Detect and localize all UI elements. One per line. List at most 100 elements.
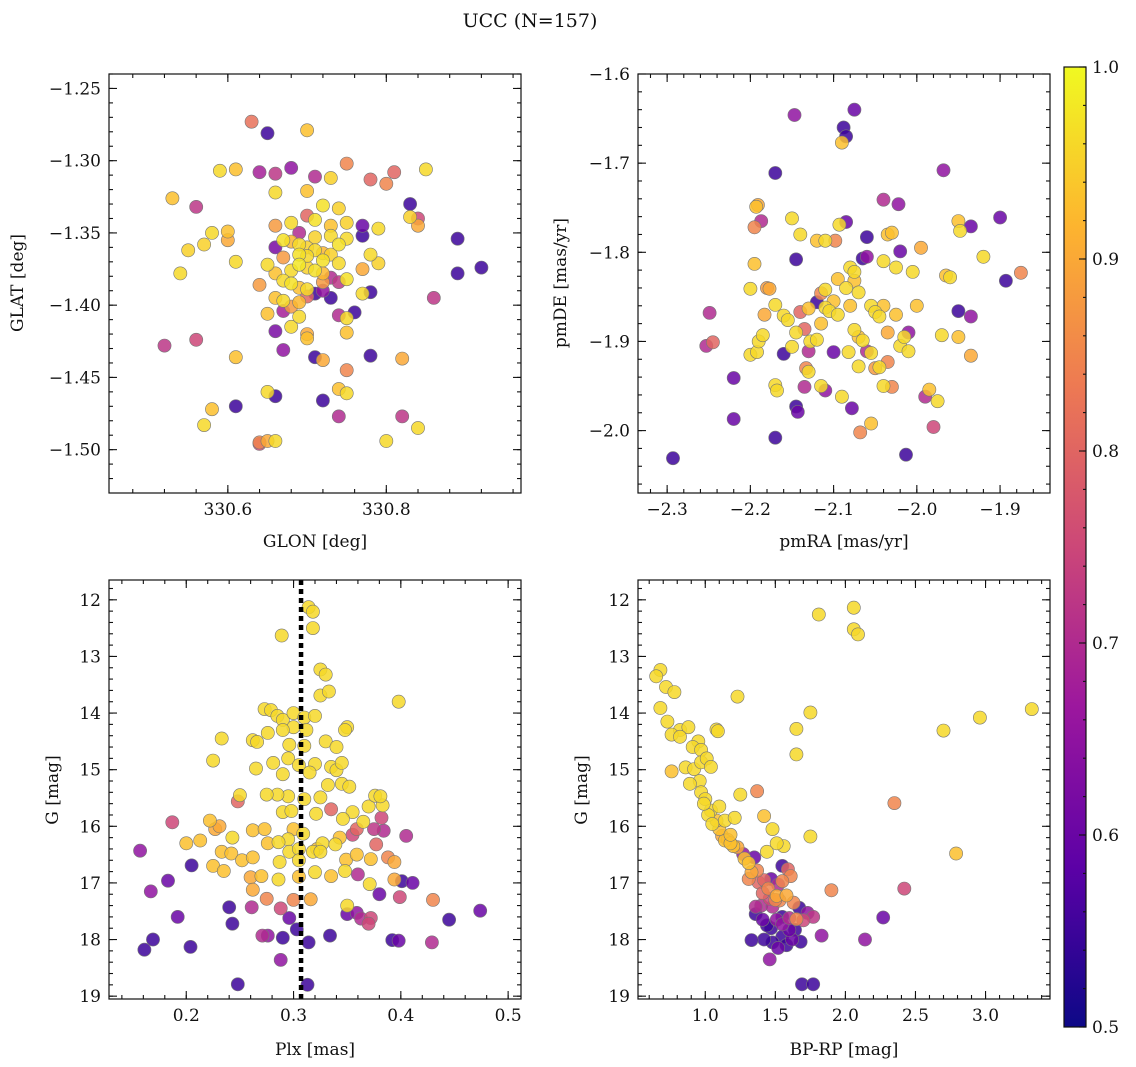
scatter-point xyxy=(308,865,322,880)
scatter-point xyxy=(260,726,275,740)
scatter-point xyxy=(245,823,260,838)
scatter-point xyxy=(762,281,777,296)
scatter-point xyxy=(785,211,799,226)
scatter-point xyxy=(824,883,839,898)
scatter-point xyxy=(260,257,275,272)
x-tick-label: 330.6 xyxy=(204,500,253,520)
scatter-point xyxy=(220,224,235,239)
scatter-point xyxy=(284,276,299,291)
scatter-point xyxy=(660,714,675,729)
scatter-point xyxy=(779,888,794,903)
scatter-point xyxy=(667,685,682,699)
scatter-point xyxy=(313,790,328,805)
scatter-point xyxy=(835,135,849,150)
scatter-point xyxy=(830,307,845,322)
scatter-point xyxy=(284,160,299,175)
scatter-point xyxy=(284,319,299,334)
scatter-points xyxy=(133,580,488,999)
scatter-point xyxy=(276,233,291,248)
scatter-point xyxy=(338,723,352,737)
scatter-point xyxy=(282,911,297,925)
scatter-point xyxy=(787,108,802,122)
scatter-point xyxy=(355,218,370,233)
scatter-point xyxy=(371,221,386,236)
scatter-point xyxy=(387,855,402,869)
scatter-point xyxy=(297,792,312,806)
scatter-point xyxy=(339,325,354,340)
colorbar-tick-label: 0.8 xyxy=(1092,442,1119,462)
scatter-point xyxy=(726,412,741,426)
scatter-point xyxy=(165,815,180,830)
scatter-point xyxy=(197,418,211,432)
scatter-point xyxy=(137,942,152,957)
y-tick-label: 13 xyxy=(79,647,101,667)
scatter-point xyxy=(300,123,314,138)
scatter-points xyxy=(649,600,1039,992)
scatter-point xyxy=(334,756,349,770)
scatter-point xyxy=(372,887,387,902)
axis-ticks: 330.6 330.8 −1.25 −1.30 −1.35 −1.40 −1.45 −1.50 xyxy=(49,73,521,520)
scatter-point xyxy=(308,230,322,245)
scatter-point xyxy=(373,789,388,804)
scatter-point xyxy=(255,928,270,943)
y-tick-label: −2.0 xyxy=(589,422,630,442)
scatter-point xyxy=(225,916,240,931)
scatter-point xyxy=(845,401,859,416)
scatter-point xyxy=(769,836,784,851)
scatter-point xyxy=(395,409,410,424)
scatter-point xyxy=(797,379,812,394)
scatter-point xyxy=(748,899,763,914)
y-tick-label: 19 xyxy=(608,987,630,1007)
scatter-point xyxy=(259,787,274,802)
scatter-point xyxy=(202,813,217,828)
axis-ticks: 0.2 0.3 0.4 0.5 12 13 14 15 16 17 18 19 xyxy=(79,580,522,1026)
scatter-point xyxy=(762,952,777,967)
scatter-point xyxy=(683,776,697,791)
scatter-point xyxy=(300,331,314,346)
scatter-point xyxy=(909,298,924,313)
scatter-point xyxy=(818,282,833,297)
scatter-point xyxy=(205,402,219,417)
scatter-point xyxy=(789,252,803,267)
y-tick-label: 12 xyxy=(608,591,630,611)
scatter-point xyxy=(851,359,866,374)
y-tick-label: −1.35 xyxy=(49,224,101,244)
scatter-point xyxy=(951,330,966,344)
scatter-point xyxy=(789,722,804,736)
scatter-point xyxy=(391,694,406,709)
scatter-point xyxy=(889,307,903,322)
scatter-point xyxy=(999,273,1013,288)
scatter-point xyxy=(832,217,847,232)
scatter-point xyxy=(934,328,949,343)
scatter-point xyxy=(328,837,343,852)
scatter-point xyxy=(387,872,402,887)
scatter-point xyxy=(855,333,870,348)
scatter-point xyxy=(789,912,804,927)
scatter-point xyxy=(814,379,828,393)
x-tick-label: 3.0 xyxy=(972,1006,999,1026)
scatter-point xyxy=(949,846,963,861)
scatter-point xyxy=(349,847,364,862)
scatter-point xyxy=(276,293,291,308)
scatter-point xyxy=(858,932,872,947)
scatter-point xyxy=(161,873,175,888)
scatter-point xyxy=(181,243,196,258)
scatter-point xyxy=(170,910,185,924)
scatter-point xyxy=(273,953,288,967)
y-tick-label: −1.45 xyxy=(49,368,101,388)
scatter-point xyxy=(733,787,748,802)
scatter-point xyxy=(276,343,291,357)
scatter-point xyxy=(339,311,354,326)
x-tick-label: 0.3 xyxy=(280,1006,307,1026)
scatter-point xyxy=(266,756,281,770)
scatter-point xyxy=(930,394,945,409)
y-tick-label: −1.50 xyxy=(49,441,101,461)
scatter-point xyxy=(189,199,204,214)
scatter-point xyxy=(250,735,264,749)
scatter-point xyxy=(673,729,687,744)
scatter-point xyxy=(872,309,887,324)
scatter-point xyxy=(793,227,808,242)
y-tick-label: 17 xyxy=(79,874,101,894)
scatter-point xyxy=(973,710,987,725)
scatter-point xyxy=(993,210,1007,225)
